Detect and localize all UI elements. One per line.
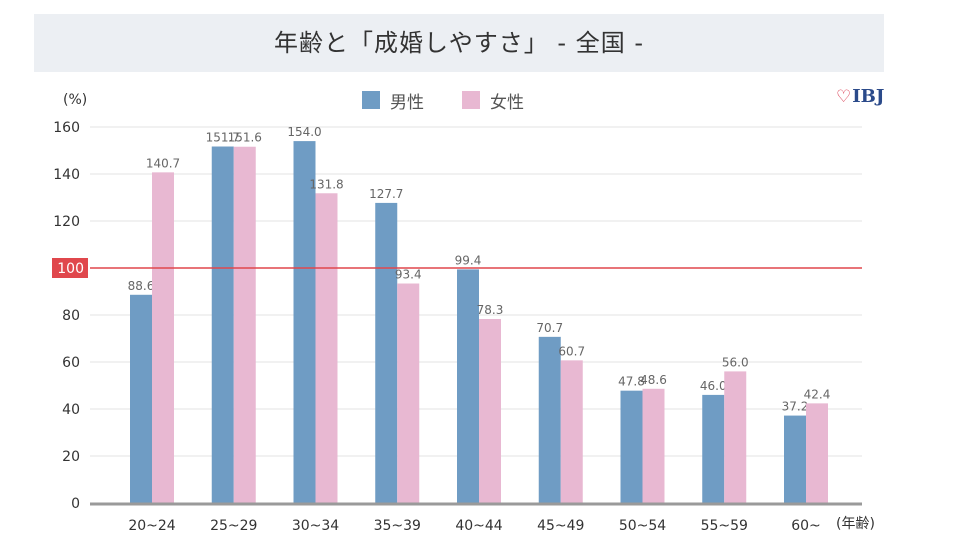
legend-item-female: 女性: [462, 88, 524, 113]
data-label-male: 154.0: [287, 125, 321, 139]
data-label-female: 140.7: [146, 156, 180, 170]
x-tick-label: 35~39: [374, 518, 421, 534]
data-label-male: 37.2: [782, 400, 809, 414]
y-tick-label: 40: [62, 402, 80, 418]
reference-label-badge: [52, 258, 88, 278]
bar-male: [538, 336, 561, 503]
bar-male: [784, 415, 806, 503]
chart-title: 年齢と「成婚しやすさ」 - 全国 -: [274, 29, 644, 57]
bar-female: [397, 283, 420, 503]
bar-male: [211, 146, 234, 503]
y-tick-label: 140: [53, 167, 80, 183]
data-label-male: 47.8: [618, 375, 645, 389]
title-bar: 年齢と「成婚しやすさ」 - 全国 -: [34, 14, 884, 72]
bar-female: [560, 360, 583, 503]
legend-label-female: 女性: [490, 92, 524, 113]
data-label-female: 131.8: [309, 177, 343, 191]
bar-female: [806, 403, 828, 503]
y-tick-label: 60: [62, 355, 80, 371]
y-tick-label-reference: 100: [57, 261, 84, 277]
x-tick-label: 60~: [791, 518, 821, 534]
heart-icon: ♡: [836, 86, 852, 107]
bar-female: [152, 172, 174, 504]
legend-swatch-male: [362, 91, 380, 109]
brand-logo: ♡ IBJ: [836, 86, 884, 107]
x-tick-label: 40~44: [455, 518, 502, 534]
data-label-male: 88.6: [128, 279, 155, 293]
data-label-male: 99.4: [455, 253, 482, 267]
y-tick-label: 160: [53, 120, 80, 136]
data-label-female: 93.4: [395, 268, 422, 282]
bar-female: [479, 318, 501, 503]
data-label-female: 151.6: [228, 131, 262, 145]
bar-female: [724, 371, 747, 503]
legend: 男性 女性: [362, 88, 562, 113]
x-tick-label: 20~24: [128, 518, 175, 534]
bar-male: [457, 269, 479, 503]
bar-male: [293, 141, 316, 503]
bar-female: [315, 193, 338, 503]
x-tick-label: 45~49: [537, 518, 584, 534]
legend-label-male: 男性: [390, 92, 424, 113]
brand-name: IBJ: [852, 86, 885, 107]
x-tick-label: 50~54: [619, 518, 666, 534]
y-tick-label: 20: [62, 449, 80, 465]
data-label-male: 127.7: [369, 187, 403, 201]
data-label-female: 78.3: [477, 303, 504, 317]
data-label-male: 151.7: [206, 131, 240, 145]
bar-male: [130, 294, 152, 503]
bar-female: [642, 388, 665, 503]
x-tick-label: 25~29: [210, 518, 257, 534]
x-axis-unit-label: (年齢): [836, 516, 875, 532]
y-tick-label: 0: [71, 496, 80, 512]
data-label-female: 42.4: [804, 387, 831, 401]
data-label-female: 48.6: [640, 373, 667, 387]
y-axis-unit-label: (%): [63, 92, 88, 108]
x-tick-label: 30~34: [292, 518, 339, 534]
bar-male: [702, 394, 725, 503]
data-label-male: 46.0: [700, 379, 727, 393]
x-tick-label: 55~59: [701, 518, 748, 534]
bar-male: [620, 390, 643, 503]
y-tick-label: 80: [62, 308, 80, 324]
bar-male: [375, 202, 398, 503]
legend-swatch-female: [462, 91, 480, 109]
bar-female: [233, 146, 256, 504]
data-label-male: 70.7: [536, 321, 563, 335]
data-label-female: 60.7: [558, 344, 585, 358]
data-label-female: 56.0: [722, 355, 749, 369]
legend-item-male: 男性: [362, 88, 424, 113]
y-tick-label: 120: [53, 214, 80, 230]
